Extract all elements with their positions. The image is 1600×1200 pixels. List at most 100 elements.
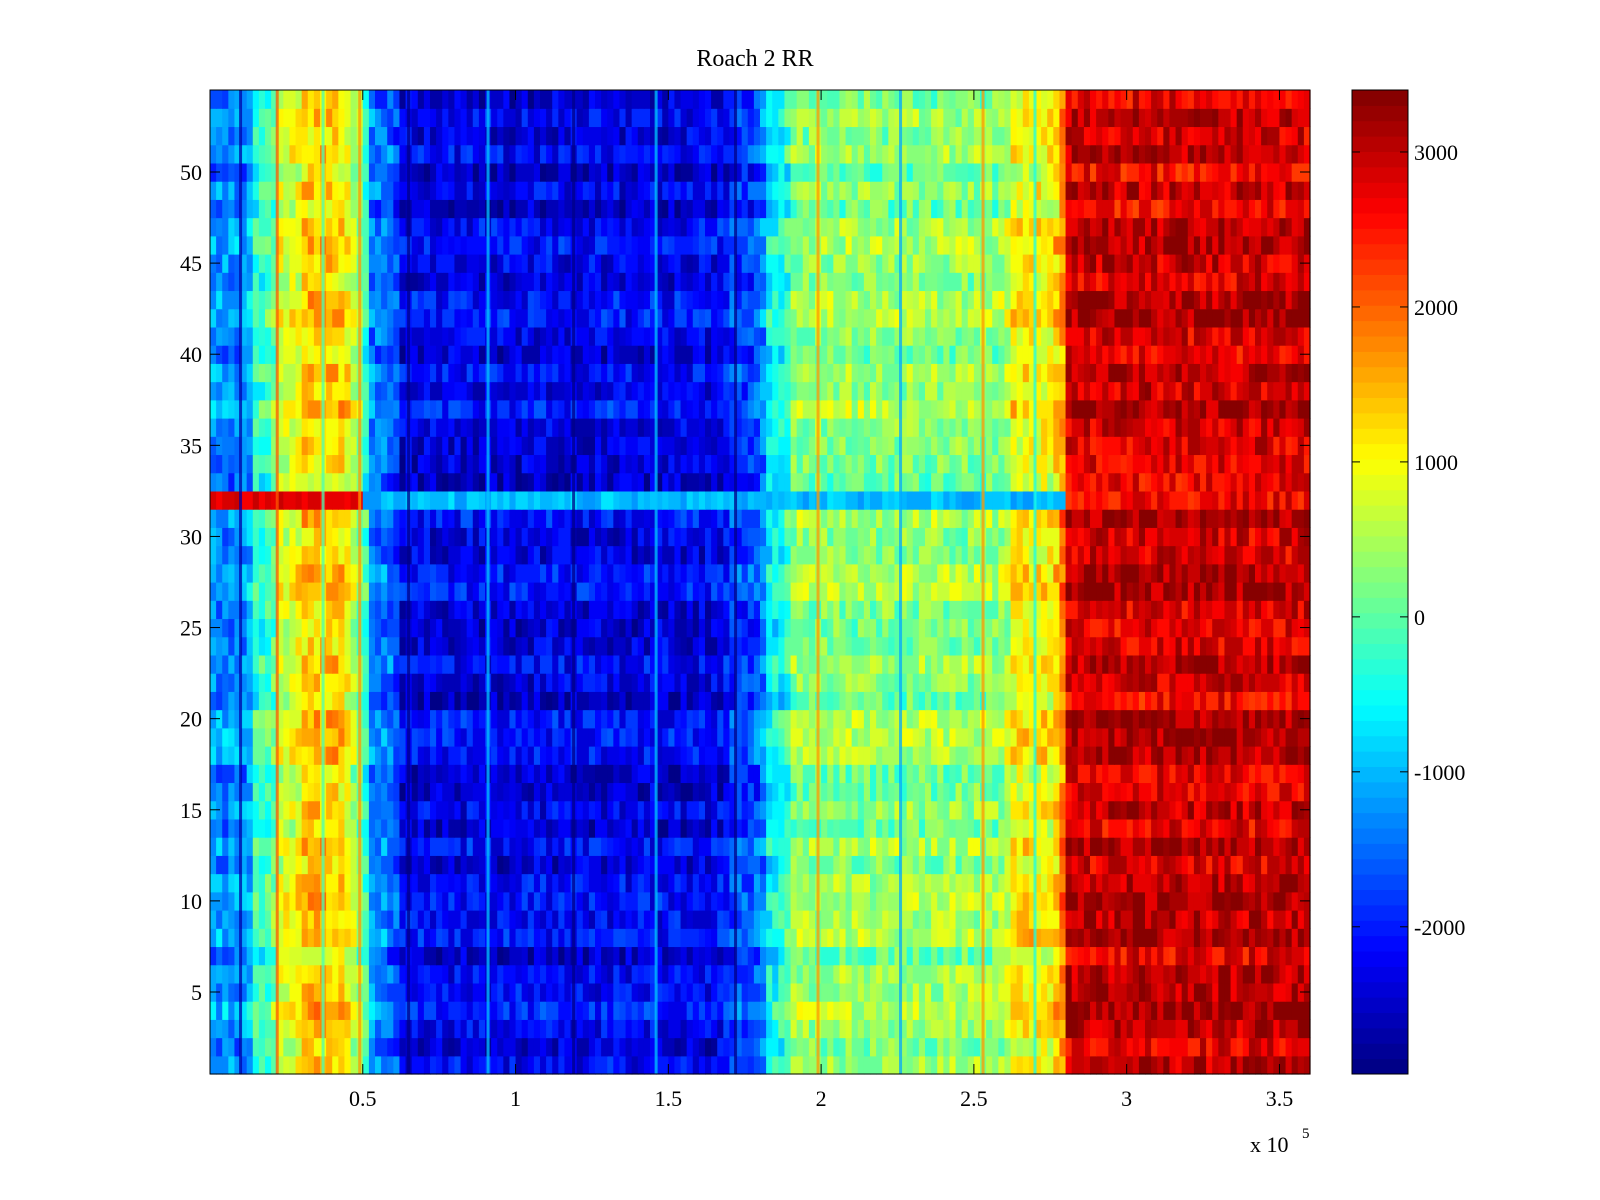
heatmap-cell — [289, 946, 297, 966]
heatmap-cell — [1016, 1001, 1024, 1020]
heatmap-cell — [350, 855, 358, 875]
heatmap-cell — [705, 618, 712, 638]
heatmap-cell — [931, 764, 938, 784]
heatmap-cell — [808, 600, 816, 620]
heatmap-cell — [680, 673, 688, 692]
heatmap-cell — [876, 818, 883, 838]
heatmap-cell — [1083, 818, 1091, 838]
heatmap-cell — [808, 964, 816, 984]
heatmap-cell — [802, 618, 810, 638]
heatmap-cell — [411, 618, 419, 638]
heatmap-cell — [1181, 982, 1189, 1002]
heatmap-cell — [949, 600, 957, 620]
heatmap-cell — [277, 600, 284, 620]
heatmap-cell — [619, 800, 627, 820]
heatmap-cell — [222, 691, 229, 711]
heatmap-cell — [827, 1037, 834, 1057]
heatmap-cell — [643, 818, 651, 838]
heatmap-cell — [246, 855, 254, 875]
heatmap-cell — [576, 1019, 584, 1039]
heatmap-cell — [283, 563, 291, 583]
heatmap-cell — [595, 582, 602, 601]
heatmap-cell — [466, 964, 474, 984]
heatmap-cell — [857, 600, 865, 620]
heatmap-cell — [705, 855, 712, 875]
heatmap-cell — [1169, 782, 1177, 802]
heatmap-cell — [1193, 964, 1201, 984]
heatmap-cell — [368, 1055, 376, 1075]
heatmap-cell — [375, 1037, 382, 1057]
heatmap-cell — [1059, 1055, 1067, 1075]
heatmap-cell — [234, 837, 242, 856]
heatmap-cell — [1028, 855, 1036, 875]
heatmap-cell — [368, 964, 376, 984]
heatmap-cell — [265, 837, 272, 856]
heatmap-cell — [717, 1019, 724, 1039]
heatmap-cell — [301, 928, 309, 948]
heatmap-cell — [1108, 1055, 1116, 1075]
heatmap-cell — [289, 727, 297, 747]
heatmap-cell — [540, 1055, 547, 1075]
heatmap-cell — [1041, 746, 1048, 765]
heatmap-cell — [808, 764, 816, 784]
heatmap-cell — [1230, 764, 1238, 784]
heatmap-cell — [307, 709, 315, 729]
heatmap-cell — [1077, 1055, 1085, 1075]
heatmap-cell — [271, 691, 278, 711]
heatmap-cell — [1035, 654, 1042, 674]
heatmap-cell — [1016, 782, 1024, 802]
heatmap-cell — [326, 800, 333, 820]
heatmap-cell — [601, 600, 608, 620]
heatmap-cell — [760, 1055, 767, 1075]
heatmap-cell — [662, 1001, 669, 1020]
heatmap-cell — [326, 982, 333, 1002]
heatmap-cell — [717, 928, 724, 948]
heatmap-cell — [613, 1055, 621, 1075]
heatmap-cell — [588, 837, 596, 856]
heatmap-cell — [900, 855, 908, 875]
heatmap-cell — [497, 964, 504, 984]
heatmap-cell — [1022, 636, 1030, 656]
heatmap-cell — [478, 873, 486, 893]
heatmap-cell — [674, 1055, 682, 1075]
heatmap-cell — [870, 964, 877, 984]
heatmap-cell — [845, 636, 853, 656]
heatmap-cell — [1096, 1055, 1103, 1075]
heatmap-cell — [619, 746, 627, 765]
heatmap-cell — [827, 582, 834, 601]
heatmap-cell — [387, 1019, 394, 1039]
heatmap-cell — [827, 982, 834, 1002]
heatmap-cell — [1187, 855, 1195, 875]
heatmap-cell — [1108, 618, 1116, 638]
heatmap-cell — [1163, 946, 1171, 966]
heatmap-cell — [540, 746, 547, 765]
heatmap-cell — [240, 727, 248, 747]
heatmap-cell — [399, 618, 407, 638]
heatmap-cell — [1145, 727, 1152, 747]
heatmap-cell — [601, 1001, 608, 1020]
heatmap-cell — [1218, 654, 1226, 674]
heatmap-cell — [240, 618, 248, 638]
heatmap-cell — [491, 873, 498, 893]
heatmap-cell — [1242, 855, 1250, 875]
heatmap-cell — [515, 855, 523, 875]
heatmap-cell — [839, 709, 847, 729]
heatmap-cell — [252, 691, 260, 711]
heatmap-cell — [882, 636, 889, 656]
heatmap-cell — [1059, 709, 1067, 729]
heatmap-cell — [521, 1055, 529, 1075]
heatmap-cell — [301, 764, 309, 784]
heatmap-cell — [497, 946, 504, 966]
heatmap-cell — [540, 910, 547, 929]
heatmap-cell — [955, 1019, 963, 1039]
heatmap-cell — [802, 691, 810, 711]
heatmap-cell — [1230, 800, 1238, 820]
heatmap-cell — [527, 928, 535, 948]
heatmap-cell — [1035, 563, 1042, 583]
heatmap-cell — [393, 837, 401, 856]
heatmap-cell — [863, 746, 871, 765]
heatmap-cell — [1273, 1019, 1281, 1039]
heatmap-cell — [1230, 691, 1238, 711]
heatmap-cell — [851, 1019, 859, 1039]
heatmap-cell — [918, 746, 926, 765]
